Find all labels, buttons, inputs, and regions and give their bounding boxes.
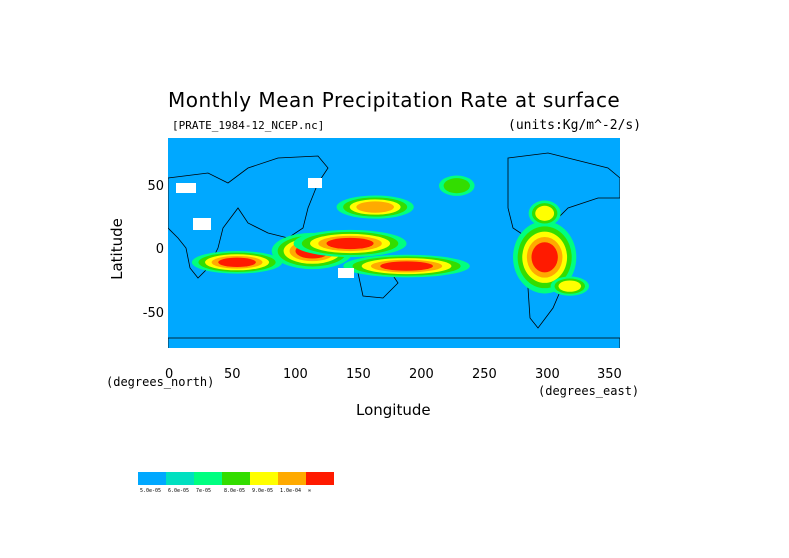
x-tick-200: 200 xyxy=(409,367,434,382)
x-tick-50: 50 xyxy=(224,367,241,382)
colorbar-label: 9.0e-05 xyxy=(252,488,273,494)
colorbar-label: 8.0e-05 xyxy=(224,488,245,494)
colorbar-swatch xyxy=(194,472,222,485)
file-subtitle: [PRATE_1984-12_NCEP.nc] xyxy=(172,119,325,132)
colorbar-label: 6.0e-05 xyxy=(168,488,189,494)
colorbar-swatch xyxy=(278,472,306,485)
precip-region-amazon xyxy=(531,242,558,273)
x-tick-350: 350 xyxy=(597,367,622,382)
colorbar-swatch xyxy=(222,472,250,485)
x-units-label: (degrees_north) xyxy=(106,375,215,389)
colorbar-label: 5.0e-05 xyxy=(140,488,161,494)
colorbar-swatch xyxy=(306,472,334,485)
y-tick-0: 0 xyxy=(155,242,164,257)
precip-region-south-atlantic xyxy=(558,280,582,292)
precip-region-ne-pacific xyxy=(443,178,470,194)
x-tick-250: 250 xyxy=(472,367,497,382)
x-tick-100: 100 xyxy=(283,367,308,382)
precip-region-equatorial-indian-band xyxy=(218,257,256,268)
precip-regions xyxy=(191,175,589,296)
precip-region-spcz xyxy=(380,261,433,271)
colorbar: 5.0e-05 6.0e-05 7e-05 8.0e-05 9.0e-05 1.0e-04… xyxy=(138,472,334,494)
colorbar-label: 1.0e-04 xyxy=(280,488,301,494)
colorbar-label: 7e-05 xyxy=(196,488,211,494)
x-tick-150: 150 xyxy=(346,367,371,382)
chart-title: Monthly Mean Precipitation Rate at surfa… xyxy=(168,88,621,112)
units-subtitle: (units:Kg/m^-2/s) xyxy=(508,118,642,133)
x-tick-300: 300 xyxy=(535,367,560,382)
x-axis-label: Longitude xyxy=(356,401,431,419)
y-tick-minus50: -50 xyxy=(142,306,164,321)
y-axis-label: Latitude xyxy=(107,218,126,280)
colorbar-swatch xyxy=(166,472,194,485)
precip-region-itcz-west-pacific xyxy=(326,237,374,250)
colorbar-swatch xyxy=(138,472,166,485)
colorbar-label: ∞ xyxy=(308,488,311,494)
precipitation-map xyxy=(168,138,620,364)
precip-region-nw-pacific-storm-track xyxy=(356,201,394,213)
precip-region-gulf-stream xyxy=(535,205,555,221)
colorbar-swatch xyxy=(250,472,278,485)
y-units-label: (degrees_east) xyxy=(538,384,640,398)
x-tick-0: 0 xyxy=(165,367,174,382)
land-blanks xyxy=(168,178,620,364)
y-tick-50: 50 xyxy=(147,179,164,194)
